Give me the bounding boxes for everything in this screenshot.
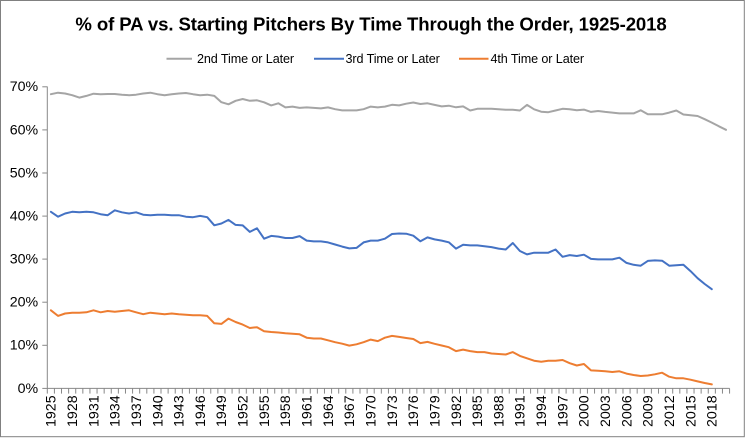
- svg-text:1943: 1943: [172, 395, 188, 427]
- svg-text:4th Time or Later: 4th Time or Later: [491, 52, 585, 66]
- svg-text:1928: 1928: [65, 395, 81, 427]
- svg-text:2015: 2015: [683, 395, 699, 427]
- svg-text:2018: 2018: [705, 395, 721, 427]
- svg-text:1994: 1994: [534, 395, 550, 427]
- svg-text:20%: 20%: [10, 295, 39, 311]
- svg-text:1946: 1946: [193, 395, 209, 427]
- svg-text:2012: 2012: [662, 395, 678, 427]
- svg-text:1925: 1925: [44, 395, 60, 427]
- svg-text:30%: 30%: [10, 252, 39, 268]
- svg-text:2003: 2003: [598, 395, 614, 427]
- svg-text:2009: 2009: [641, 395, 657, 427]
- svg-text:1991: 1991: [513, 395, 529, 427]
- svg-text:1961: 1961: [300, 395, 316, 427]
- svg-text:10%: 10%: [10, 338, 39, 354]
- svg-text:1940: 1940: [150, 395, 166, 427]
- svg-text:2000: 2000: [577, 395, 593, 427]
- svg-text:1985: 1985: [470, 395, 486, 427]
- svg-text:1955: 1955: [257, 395, 273, 427]
- svg-text:1952: 1952: [236, 395, 252, 427]
- svg-text:2006: 2006: [619, 395, 635, 427]
- svg-text:1979: 1979: [427, 395, 443, 427]
- svg-text:1958: 1958: [278, 395, 294, 427]
- svg-text:1997: 1997: [555, 395, 571, 427]
- svg-text:1988: 1988: [491, 395, 507, 427]
- svg-text:1967: 1967: [342, 395, 358, 427]
- svg-text:1982: 1982: [449, 395, 465, 427]
- svg-text:1973: 1973: [385, 395, 401, 427]
- svg-text:50%: 50%: [10, 165, 39, 181]
- svg-text:1949: 1949: [214, 395, 230, 427]
- svg-text:1970: 1970: [364, 395, 380, 427]
- svg-text:1964: 1964: [321, 395, 337, 427]
- svg-text:1931: 1931: [86, 395, 102, 427]
- svg-text:1976: 1976: [406, 395, 422, 427]
- svg-text:60%: 60%: [10, 122, 39, 138]
- svg-text:3rd Time or Later: 3rd Time or Later: [346, 52, 440, 66]
- svg-text:% of PA vs. Starting Pitchers: % of PA vs. Starting Pitchers By Time Th…: [75, 14, 666, 35]
- svg-text:1934: 1934: [108, 395, 124, 427]
- svg-text:2nd Time or Later: 2nd Time or Later: [197, 52, 294, 66]
- svg-text:40%: 40%: [10, 209, 39, 225]
- svg-text:0%: 0%: [18, 381, 39, 397]
- svg-text:1937: 1937: [129, 395, 145, 427]
- svg-text:70%: 70%: [10, 79, 39, 95]
